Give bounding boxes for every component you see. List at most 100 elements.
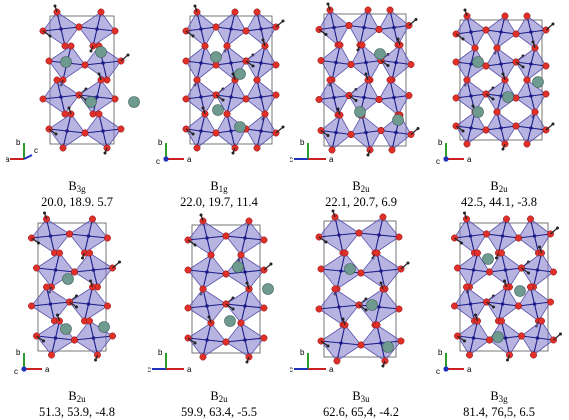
oxygen-atom [28,302,35,310]
oxygen-atom [466,351,473,359]
oxygen-atom [53,76,61,84]
axis-c-label: c [148,365,151,374]
oxygen-atom [542,90,550,98]
arrow-head [506,358,509,362]
b-site-atom [471,336,476,340]
arrow-head [281,19,285,23]
mode-panel-5: a b c B2u 51.3, 53.9, -4.8 [6,209,148,419]
b-site-atom [259,129,263,133]
b-site-atom [243,270,247,274]
oxygen-atom [395,305,403,313]
arrow-head [501,147,505,151]
mode-symbol: B [490,389,499,403]
oxygen-atom [395,233,403,241]
oxygen-atom [81,129,89,137]
arrow-head [406,261,410,265]
arrow-head [366,153,370,157]
b-site-atom [205,338,209,342]
oxygen-atom [109,332,116,340]
b-site-atom [243,338,247,342]
arrow-head [43,211,46,215]
oxygen-atom [515,302,522,310]
oxygen-atom [347,131,355,138]
arrow-head [191,34,195,38]
b-site-atom [337,305,341,309]
oxygen-atom [501,12,509,20]
arrow-head [94,358,97,362]
a-site-atom [62,273,74,285]
oxygen-atom [315,96,323,103]
arrow-head [463,339,466,343]
oxygen-atom [199,285,207,293]
arrow-head [251,64,255,68]
axis-b-label: b [16,138,21,147]
b-site-atom [65,129,69,133]
mode-symmetry-label: B2u [428,179,569,197]
oxygen-atom [97,8,105,16]
a-site-atom [95,46,107,58]
oxygen-atom [550,268,557,276]
b-site-atom [535,336,540,340]
mode-symbol: B [68,389,77,403]
axis-c-label: c [34,146,38,155]
arrow-head [331,209,335,213]
a-site-atom [392,114,404,126]
b-site-atom [499,94,503,98]
oxygen-atom [67,42,75,50]
axis-c-label: c [156,157,160,166]
b-site-atom [377,233,381,237]
a-site-atom [472,106,484,118]
oxygen-atom [527,215,534,223]
oxygen-atom [452,58,460,66]
oxygen-atom [482,62,490,70]
arrow-head [463,211,466,215]
b-site-atom [337,233,341,237]
mode-symbol: B [352,179,361,193]
mode-frequencies: 59.9, 63.4, -5.5 [180,405,258,419]
oxygen-atom [452,94,460,102]
b-site-atom [394,130,398,135]
oxygen-atom [71,336,78,344]
unit-cell-outline [49,15,115,145]
axis-b-label: b [438,348,443,357]
b-site-atom [205,236,209,240]
a-site-atom [212,104,224,116]
oxygen-atom [463,140,471,148]
arrow-head [364,308,368,312]
arrow-head [245,360,249,364]
arrow-head [531,40,535,44]
oxygen-atom [182,57,190,65]
arrow-head [103,151,107,155]
arrow-head [42,339,45,343]
b-site-atom [86,302,91,306]
oxygen-atom [328,146,336,154]
oxygen-atom [512,94,520,102]
b-site-atom [59,95,63,99]
b-site-atom [469,30,473,34]
a-site-atom [210,51,222,63]
arrow-head [54,132,58,136]
oxygen-atom [498,249,505,257]
arrow-head [48,34,52,38]
oxygen-atom [223,42,231,50]
oxygen-atom [272,91,280,99]
mode-panel-2: a b c B1g 22.0, 19.7, 11.4 [148,2,290,212]
oxygen-atom [212,23,220,31]
oxygen-atom [405,92,413,99]
arrow-head [354,99,358,102]
b-site-atom [86,234,91,238]
arrow-head [221,98,225,102]
oxygen-atom [75,23,83,31]
mode-symbol: B [210,179,219,193]
oxygen-atom [523,76,531,84]
arrow-head [416,127,420,130]
b-site-atom [499,30,503,34]
axis-b-label: b [300,348,305,357]
arrow-head [538,245,541,249]
b-site-atom [529,94,533,98]
oxygen-atom [515,234,522,242]
b-site-atom [101,129,105,133]
a-site-atom [502,91,514,103]
